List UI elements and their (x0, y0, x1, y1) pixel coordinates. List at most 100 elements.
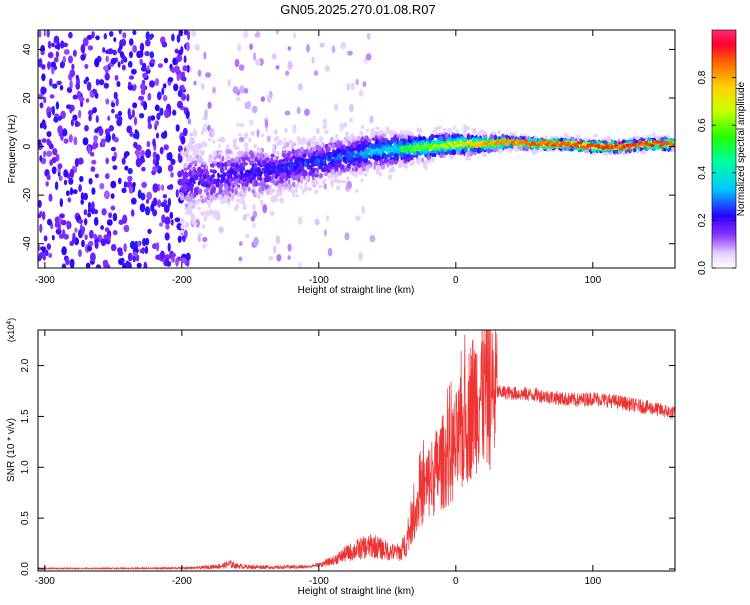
spectrogram-ridge-cell (584, 137, 589, 142)
spectrogram-cell (93, 233, 98, 240)
spectrogram-ridge-cell (243, 186, 246, 193)
spectrogram-ridge-cell (220, 162, 224, 168)
spectrogram-cell (68, 134, 73, 143)
spectrogram-cell (141, 166, 146, 172)
spectrogram-cell (152, 209, 158, 217)
spectrogram-ridge-cell (235, 199, 241, 203)
spectrogram-ridge-cell (316, 155, 321, 159)
spectrogram-ridge-cell (332, 154, 338, 158)
spectrogram-ridge-cell (422, 136, 426, 140)
spectrogram-ridge-cell (218, 189, 224, 194)
spectrogram-cell (176, 34, 181, 43)
spectrogram-cell (147, 228, 152, 235)
spectrogram-ridge-cell (282, 147, 286, 151)
spectrogram-ridge-cell (602, 137, 607, 141)
spectrogram-cell (163, 144, 169, 151)
spectrogram-ridge-cell (264, 172, 269, 178)
spectrogram-ridge-cell (282, 175, 286, 179)
spectrogram-ridge-cell (193, 187, 198, 192)
spectrogram-cell (287, 255, 291, 260)
spectrogram-cell (204, 109, 208, 119)
spectrogram-ridge-cell (180, 194, 185, 201)
spectrogram-ridge-cell (369, 148, 374, 154)
spectrogram-cell (92, 107, 97, 114)
spectrogram-cell (346, 180, 353, 190)
spectrogram-cell (112, 49, 117, 56)
spectrogram-ridge-cell (452, 125, 456, 131)
spectrogram-cell (197, 69, 202, 77)
spectrogram-cell (170, 158, 176, 165)
spectrogram-ridge-cell (200, 130, 204, 136)
spectrogram-cell (160, 201, 166, 208)
spectrogram-ridge-cell (356, 162, 361, 168)
spectrogram-cell (82, 137, 89, 146)
spectrogram-cell (191, 30, 196, 37)
spectrogram-x-axis-label: Height of straight line (km) (298, 285, 415, 296)
spectrogram-ridge-cell (228, 149, 232, 155)
spectrogram-cell (170, 219, 174, 226)
spectrogram-cell (117, 177, 122, 185)
spectrogram-cell (69, 187, 74, 196)
spectrogram-ridge-cell (187, 196, 193, 203)
spectrogram-ridge-cell (513, 145, 518, 152)
spectrogram-ridge-core (474, 145, 479, 149)
spectrogram-ridge-cell (273, 198, 279, 202)
spectrogram-ridge-cell (245, 179, 249, 185)
colorbar-tick-label: 0.4 (697, 165, 708, 179)
spectrogram-ridge-cell (453, 134, 457, 139)
spectrogram-ridge-cell (466, 150, 471, 157)
spectrogram-ridge-cell (212, 130, 216, 137)
spectrogram-ridge-cell (337, 153, 342, 158)
spectrogram-ridge-cell (390, 166, 396, 173)
spectrogram-frame (37, 29, 676, 269)
spectrogram-cell (137, 241, 141, 247)
spectrogram-cell (189, 132, 194, 137)
spectrogram-ridge-cell (190, 144, 196, 149)
spectrogram-ridge-cell (260, 199, 264, 206)
spectrogram-ridge-cell (397, 163, 402, 169)
spectrogram-cell (267, 94, 272, 103)
spectrogram-ridge-cell (311, 179, 316, 186)
spectrogram-ridge-cell (179, 229, 185, 234)
spectrogram-ridge-cell (217, 138, 221, 143)
spectrogram-ridge-core (407, 146, 412, 150)
spectrogram-cell (88, 240, 94, 247)
spectrogram-ridge-cell (240, 170, 244, 177)
spectrogram-cell (163, 204, 170, 213)
spectrogram-cell (101, 140, 106, 148)
spectrogram-ridge-cell (336, 148, 341, 154)
spectrogram-ridge-cell (311, 158, 314, 164)
spectrogram-ridge-cell (298, 168, 302, 174)
spectrogram-cell (38, 30, 42, 38)
spectrogram-ridge-core (555, 140, 560, 145)
spectrogram-cell (41, 64, 46, 70)
spectrogram-cell (122, 56, 127, 62)
spectrogram-ridge-cell (372, 154, 377, 160)
spectrogram-cell (88, 114, 92, 122)
spectrogram-cell (91, 159, 97, 165)
spectrogram-cell (311, 56, 315, 64)
spectrogram-cell (38, 58, 43, 68)
spectrogram-cell (110, 193, 115, 199)
spectrogram-cell (88, 178, 93, 185)
spectrogram-ridge-cell (234, 186, 240, 190)
spectrogram-ridge-cell (241, 166, 245, 170)
spectrogram-ridge-core (574, 144, 579, 149)
spectrogram-ridge-cell (197, 155, 203, 161)
spectrogram-ridge-cell (466, 133, 470, 140)
spectrogram-cell (127, 61, 133, 68)
spectrogram-cell (63, 179, 68, 186)
spectrogram-ridge-cell (300, 180, 303, 184)
spectrogram-ridge-core (515, 139, 520, 143)
spectrogram-cell (177, 223, 181, 230)
spectrogram-cell (253, 236, 259, 247)
spectrogram-ridge-cell (241, 157, 245, 162)
spectrogram-ridge-cell (305, 158, 309, 163)
spectrogram-cell (180, 135, 186, 145)
spectrogram-ridge-cell (275, 136, 280, 141)
spectrogram-ridge-cell (254, 181, 259, 187)
spectrogram-cell (120, 257, 125, 264)
spectrogram-ridge-cell (366, 168, 370, 174)
spectrogram-cell (84, 125, 89, 132)
spectrogram-ridge-cell (250, 152, 255, 159)
